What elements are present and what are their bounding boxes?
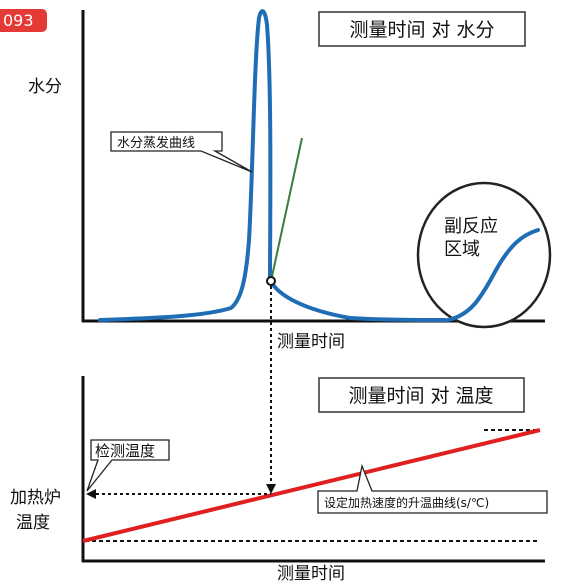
side-reaction-curve xyxy=(446,228,540,322)
ramp-callout-bubble xyxy=(317,463,548,514)
top-chart: 水分 测量时间 对 水分 副反应 区域 水分蒸发曲线 测量时间 xyxy=(28,9,552,352)
evaporation-callout-text: 水分蒸发曲线 xyxy=(117,135,195,151)
bottom-x-axis-label: 测量时间 xyxy=(277,564,345,582)
ramp-callout-text: 设定加热速度的升温曲线(s/℃) xyxy=(324,495,489,510)
top-y-axis-label: 水分 xyxy=(28,77,62,97)
ramp-callout: 设定加热速度的升温曲线(s/℃) xyxy=(317,463,548,514)
tangent-line xyxy=(270,137,303,282)
bottom-title-box: 测量时间 对 温度 xyxy=(318,377,525,413)
side-reaction-label-line2: 区域 xyxy=(444,239,480,260)
top-title-frame xyxy=(318,11,526,47)
bottom-y-axis-label-line2: 温度 xyxy=(16,513,50,533)
temperature-ramp-line xyxy=(82,428,541,543)
detect-callout-bubble xyxy=(86,439,170,492)
bottom-title-frame xyxy=(318,377,525,413)
top-x-axis-label: 测量时间 xyxy=(277,332,345,352)
evaporation-callout: 水分蒸发曲线 xyxy=(110,131,253,173)
bottom-chart-title: 测量时间 对 温度 xyxy=(348,385,493,407)
detect-callout-text: 检测温度 xyxy=(95,442,155,460)
moisture-evaporation-curve xyxy=(98,9,447,322)
top-title-box: 测量时间 对 水分 xyxy=(318,11,526,47)
badge-background xyxy=(0,9,47,32)
side-reaction-region xyxy=(416,181,552,329)
bottom-chart: 测量时间 对 温度 加热炉 温度 检测温度 设定加热速度的升温曲线(s/℃) 测… xyxy=(10,376,548,582)
detect-temperature-callout: 检测温度 xyxy=(86,439,170,492)
detection-point xyxy=(266,276,276,286)
connector-arrowhead xyxy=(266,484,276,494)
bottom-y-axis-label-line1: 加热炉 xyxy=(10,488,61,508)
top-chart-title: 测量时间 对 水分 xyxy=(349,19,494,41)
evaporation-callout-bubble xyxy=(110,131,253,173)
connector-left-arrowhead xyxy=(86,489,96,499)
badge-text: 093 xyxy=(3,11,34,30)
page-badge: 093 xyxy=(0,9,47,32)
side-reaction-label-line1: 副反应 xyxy=(444,216,498,237)
